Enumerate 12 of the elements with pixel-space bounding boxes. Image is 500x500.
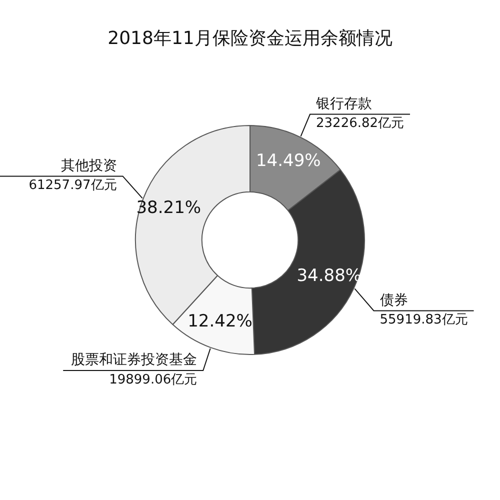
- slice-label: 股票和证券投资基金: [71, 352, 198, 368]
- slice-label: 银行存款: [315, 96, 372, 112]
- text: 19899.06亿元: [109, 372, 198, 388]
- data-label: 34.88%: [296, 266, 362, 286]
- slice-label: 债券: [380, 292, 408, 308]
- text: 55919.83亿元: [380, 312, 468, 328]
- data-label: 14.49%: [256, 151, 321, 172]
- data-label: 12.42%: [188, 311, 252, 332]
- text: 61257.97亿元: [28, 178, 117, 194]
- slice-label: 其他投资: [60, 158, 117, 174]
- text: 23226.82亿元: [316, 116, 404, 132]
- chart-title: 2018年11月保险资金运用余额情况: [106, 27, 394, 50]
